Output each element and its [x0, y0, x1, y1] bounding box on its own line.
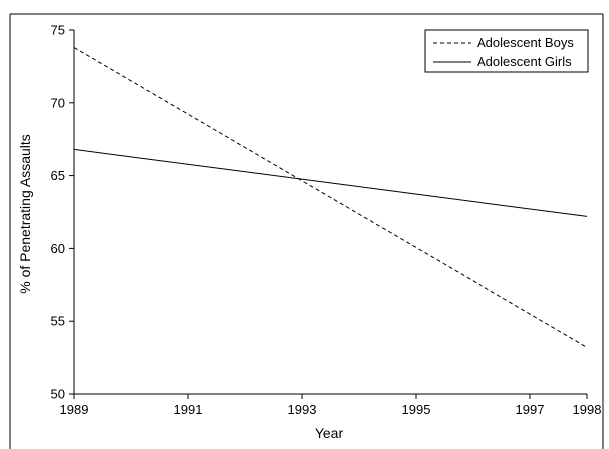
- y-tick-label: 60: [51, 241, 65, 256]
- x-axis-title: Year: [315, 425, 344, 441]
- y-tick-label: 50: [51, 387, 65, 402]
- legend-label-adolescent-boys: Adolescent Boys: [477, 35, 574, 50]
- plot-frame: [9, 13, 604, 449]
- series-layer: [73, 47, 588, 348]
- y-axis-ticks: 50 55 60 65 70 75: [51, 23, 74, 402]
- legend-box: [424, 29, 589, 73]
- y-tick-label: 70: [51, 95, 65, 110]
- y-tick-label: 75: [51, 23, 65, 38]
- x-tick-label: 1998: [573, 402, 602, 417]
- x-tick-label: 1995: [402, 402, 431, 417]
- x-tick-label: 1989: [60, 402, 89, 417]
- series-line-adolescent-boys: [73, 47, 588, 348]
- y-tick-label: 55: [51, 314, 65, 329]
- legend-label-adolescent-girls: Adolescent Girls: [477, 54, 572, 69]
- x-tick-label: 1993: [288, 402, 317, 417]
- y-tick-label: 65: [51, 168, 65, 183]
- y-axis-title: % of Penetrating Assaults: [17, 134, 33, 294]
- series-line-adolescent-girls: [73, 148, 588, 217]
- x-axis-ticks: 1989 1991 1993 1995 1997 1998: [60, 394, 602, 417]
- legend: Adolescent Boys Adolescent Girls: [424, 29, 589, 73]
- x-tick-label: 1997: [516, 402, 545, 417]
- x-tick-label: 1991: [174, 402, 203, 417]
